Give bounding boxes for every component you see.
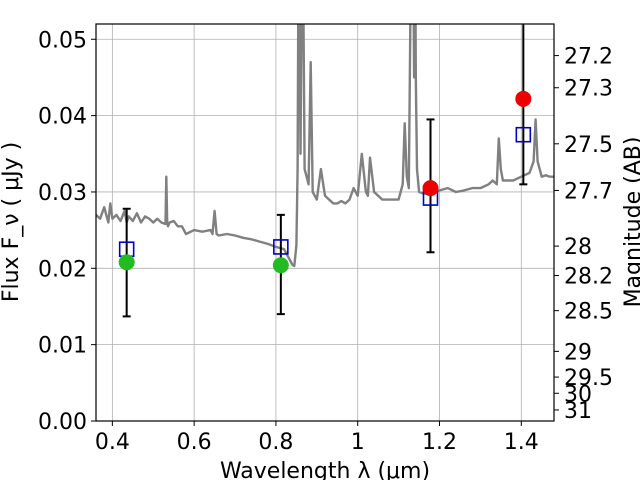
x-tick-label: 0.6	[177, 430, 212, 455]
right-tick-label: 27.2	[564, 45, 613, 70]
model-square-marker	[515, 126, 532, 143]
x-axis-label: Wavelength λ (μm)	[220, 459, 430, 480]
x-tick-label: 1.4	[504, 430, 539, 455]
observed-point-marker	[118, 254, 135, 271]
x-tick-label: 0.4	[95, 430, 130, 455]
right-tick-label: 27.3	[564, 77, 613, 102]
marker-layer	[118, 90, 532, 274]
right-tick-label: 27.5	[564, 133, 613, 158]
observed-point-marker	[272, 257, 289, 274]
x-tick-label: 1	[351, 430, 365, 455]
right-tick-label: 27.7	[564, 179, 613, 204]
x-tick-label: 1.2	[422, 430, 457, 455]
y-tick-label: 0.05	[38, 28, 87, 53]
y-tick-label: 0.02	[38, 257, 87, 282]
right-tick-label: 28.2	[564, 265, 613, 290]
right-tick-label: 29.5	[564, 366, 613, 391]
y-tick-label: 0.00	[38, 410, 87, 435]
plot-frame	[95, 23, 555, 422]
model-square-marker	[273, 239, 289, 255]
y-axis-label: Flux F_ν ( μJy )	[0, 142, 24, 302]
y-tick-label: 0.04	[38, 105, 87, 130]
y-axis-ticks: 0.00 0.01 0.02 0.03 0.04 0.05	[38, 28, 96, 435]
right-tick-label: 29	[564, 340, 592, 365]
x-axis-ticks: 0.4 0.6 0.8 1 1.2 1.4	[95, 421, 539, 455]
right-tick-label: 31	[564, 399, 592, 424]
observed-point-marker	[422, 180, 439, 197]
observed-point-marker	[515, 90, 532, 107]
x-tick-label: 0.8	[258, 430, 293, 455]
y-tick-label: 0.03	[38, 181, 87, 206]
spectrum-layer	[96, 24, 554, 268]
right-tick-label: 30	[564, 382, 592, 407]
spectrum-line	[96, 24, 554, 268]
right-tick-label: 28	[564, 235, 592, 260]
right-tick-label: 28.5	[564, 300, 613, 325]
y-tick-label: 0.01	[38, 334, 87, 359]
right-axis-label: Magnitude (AB)	[621, 137, 640, 308]
